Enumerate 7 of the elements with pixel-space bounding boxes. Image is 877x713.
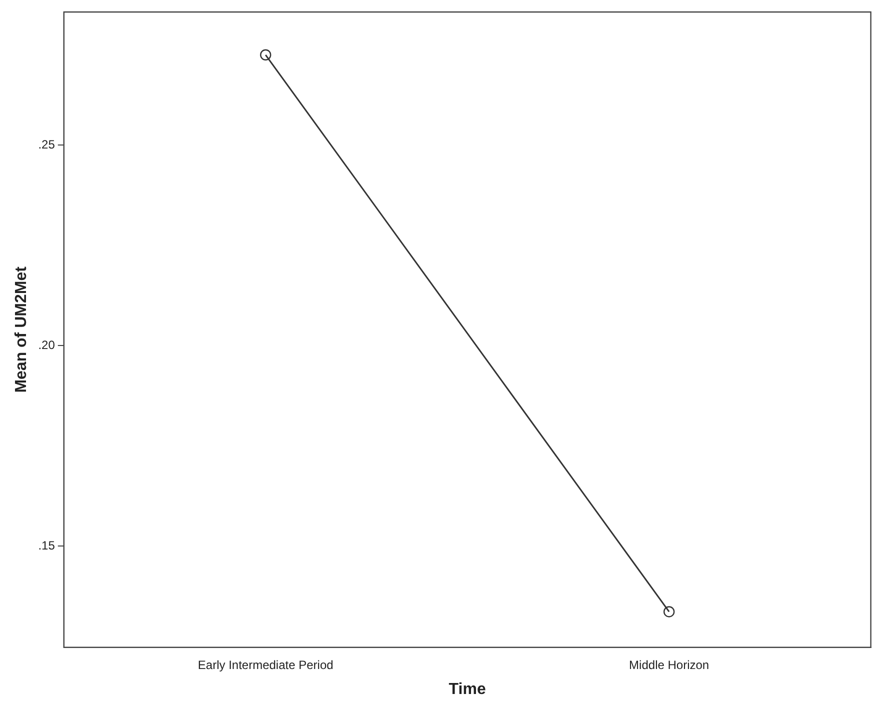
y-axis-title: Mean of UM2Met bbox=[13, 266, 30, 393]
x-tick-label: Middle Horizon bbox=[629, 658, 710, 672]
y-tick-label: .25 bbox=[38, 137, 56, 152]
y-tick-label: .15 bbox=[38, 538, 56, 552]
x-axis-title: Time bbox=[448, 680, 486, 698]
y-tick-label: .20 bbox=[38, 338, 56, 352]
x-tick-label: Early Intermediate Period bbox=[198, 658, 334, 672]
